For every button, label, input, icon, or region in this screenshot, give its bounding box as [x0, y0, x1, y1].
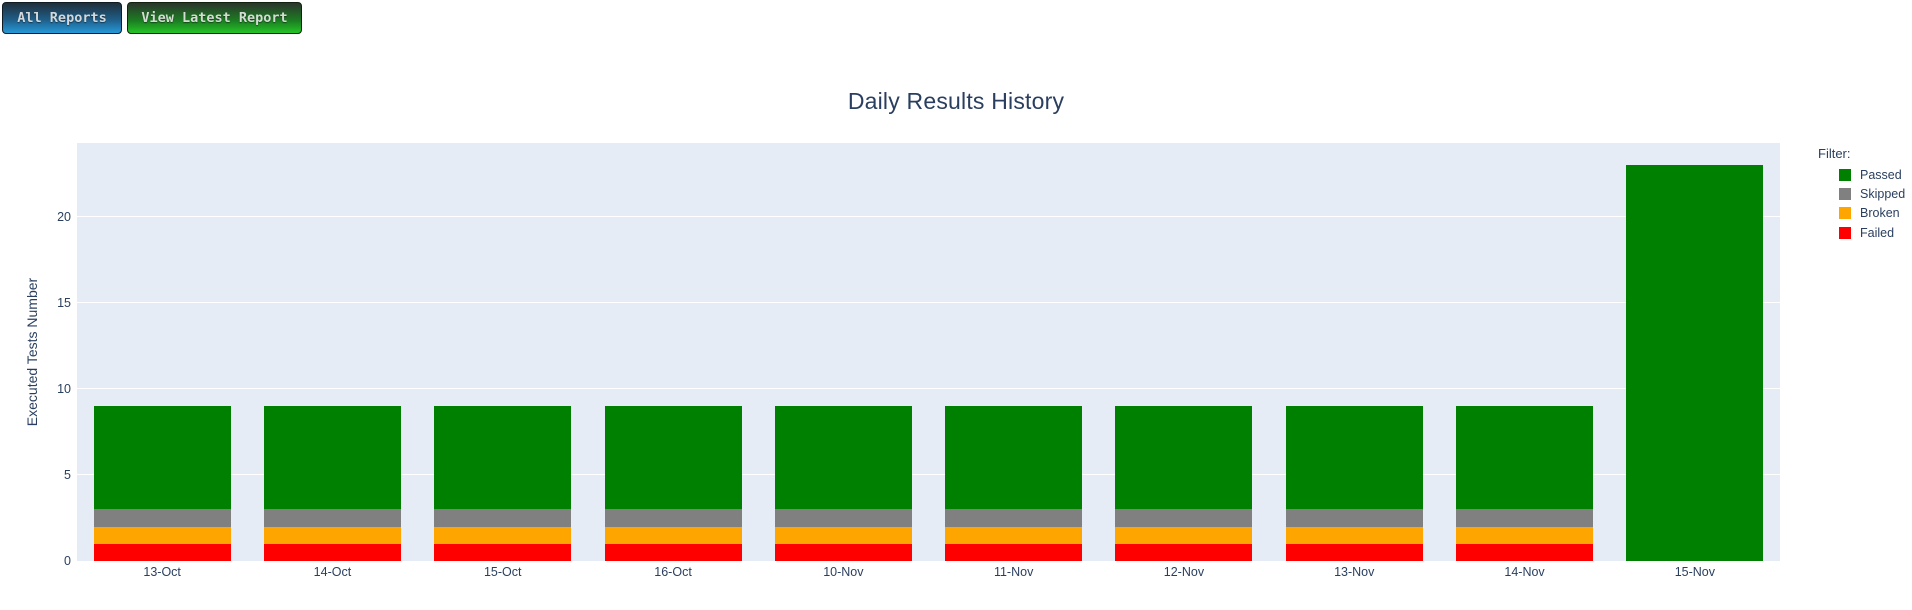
x-tick-label: 15-Nov — [1674, 565, 1715, 579]
bar-segment-skipped-12-Nov[interactable] — [1115, 509, 1253, 527]
x-tick-label: 14-Nov — [1504, 565, 1545, 579]
x-tick-label: 13-Nov — [1334, 565, 1375, 579]
bar-segment-failed-10-Nov[interactable] — [774, 543, 912, 561]
bar-segment-broken-11-Nov[interactable] — [945, 526, 1083, 544]
chart-title: Daily Results History — [847, 88, 1065, 114]
legend-swatch-failed-icon — [1839, 226, 1851, 239]
legend: Filter: Passed Skipped Broken Failed — [1814, 146, 1905, 243]
toolbar: All Reports View Latest Report — [2, 2, 302, 34]
bar-segment-skipped-11-Nov[interactable] — [945, 509, 1083, 527]
legend-item-broken[interactable]: Broken — [1814, 204, 1905, 223]
bar-segment-failed-12-Nov[interactable] — [1115, 543, 1253, 561]
bar-segment-failed-14-Nov[interactable] — [1456, 543, 1594, 561]
y-tick-label: 5 — [64, 467, 71, 482]
legend-item-label: Passed — [1860, 167, 1902, 182]
bar-segment-skipped-16-Oct[interactable] — [604, 509, 742, 527]
bar-segment-passed-11-Nov[interactable] — [945, 406, 1083, 510]
bar-segment-broken-12-Nov[interactable] — [1115, 526, 1253, 544]
y-tick-label: 15 — [57, 295, 71, 310]
gridline-y-10 — [77, 388, 1780, 390]
bar-segment-skipped-14-Nov[interactable] — [1456, 509, 1594, 527]
bar-segment-skipped-14-Oct[interactable] — [263, 509, 401, 527]
bar-segment-passed-14-Oct[interactable] — [263, 406, 401, 510]
gridline-y-20 — [77, 216, 1780, 218]
bar-segment-passed-12-Nov[interactable] — [1115, 406, 1253, 510]
bar-segment-broken-16-Oct[interactable] — [604, 526, 742, 544]
y-tick-label: 0 — [64, 554, 71, 568]
gridline-y-5 — [77, 474, 1780, 476]
x-tick-label: 14-Oct — [313, 565, 352, 579]
x-tick-label: 13-Oct — [143, 565, 181, 579]
plot-area — [77, 143, 1780, 562]
y-tick-label: 20 — [57, 209, 71, 224]
legend-swatch-broken-icon — [1839, 207, 1851, 220]
x-tick-label: 16-Oct — [654, 565, 692, 579]
bar-segment-broken-13-Oct[interactable] — [93, 526, 231, 544]
legend-swatch-skipped-icon — [1839, 188, 1851, 201]
bar-segment-passed-16-Oct[interactable] — [604, 406, 742, 510]
bar-segment-passed-15-Oct[interactable] — [434, 406, 572, 510]
legend-item-label: Failed — [1860, 225, 1895, 240]
all-reports-button[interactable]: All Reports — [2, 2, 122, 34]
bar-segment-passed-15-Nov[interactable] — [1626, 165, 1764, 561]
bar-segment-skipped-10-Nov[interactable] — [774, 509, 912, 527]
x-tick-label: 12-Nov — [1163, 565, 1205, 579]
bar-segment-broken-14-Nov[interactable] — [1456, 526, 1594, 544]
legend-item-label: Broken — [1860, 206, 1900, 221]
bar-segment-skipped-13-Nov[interactable] — [1285, 509, 1423, 527]
bar-segment-passed-14-Nov[interactable] — [1456, 406, 1594, 510]
bar-segment-failed-15-Oct[interactable] — [434, 543, 572, 561]
bar-segment-failed-13-Nov[interactable] — [1285, 543, 1423, 561]
bar-segment-broken-15-Oct[interactable] — [434, 526, 572, 544]
bar-segment-failed-16-Oct[interactable] — [604, 543, 742, 561]
bar-segment-broken-10-Nov[interactable] — [774, 526, 912, 544]
bar-segment-broken-13-Nov[interactable] — [1285, 526, 1423, 544]
gridline-y-0 — [77, 560, 1780, 562]
bar-segment-skipped-15-Oct[interactable] — [434, 509, 572, 527]
bar-segment-failed-13-Oct[interactable] — [93, 543, 231, 561]
view-latest-report-button[interactable]: View Latest Report — [127, 2, 302, 34]
x-tick-label: 10-Nov — [823, 565, 864, 579]
bar-segment-failed-14-Oct[interactable] — [263, 543, 401, 561]
legend-item-label: Skipped — [1860, 187, 1906, 202]
gridline-y-15 — [77, 302, 1780, 304]
legend-item-skipped[interactable]: Skipped — [1814, 184, 1905, 203]
legend-item-passed[interactable]: Passed — [1814, 165, 1905, 184]
bar-segment-failed-11-Nov[interactable] — [945, 543, 1083, 561]
legend-title: Filter: — [1818, 146, 1851, 161]
legend-swatch-passed-icon — [1839, 168, 1851, 181]
bar-segment-broken-14-Oct[interactable] — [263, 526, 401, 544]
legend-item-failed[interactable]: Failed — [1814, 223, 1905, 242]
bar-segment-passed-10-Nov[interactable] — [774, 406, 912, 510]
bar-segment-passed-13-Oct[interactable] — [93, 406, 231, 510]
y-tick-label: 10 — [57, 381, 71, 396]
x-tick-label: 15-Oct — [483, 565, 522, 579]
x-tick-label: 11-Nov — [993, 565, 1034, 579]
bar-segment-skipped-13-Oct[interactable] — [93, 509, 231, 527]
bar-segment-passed-13-Nov[interactable] — [1285, 406, 1423, 510]
